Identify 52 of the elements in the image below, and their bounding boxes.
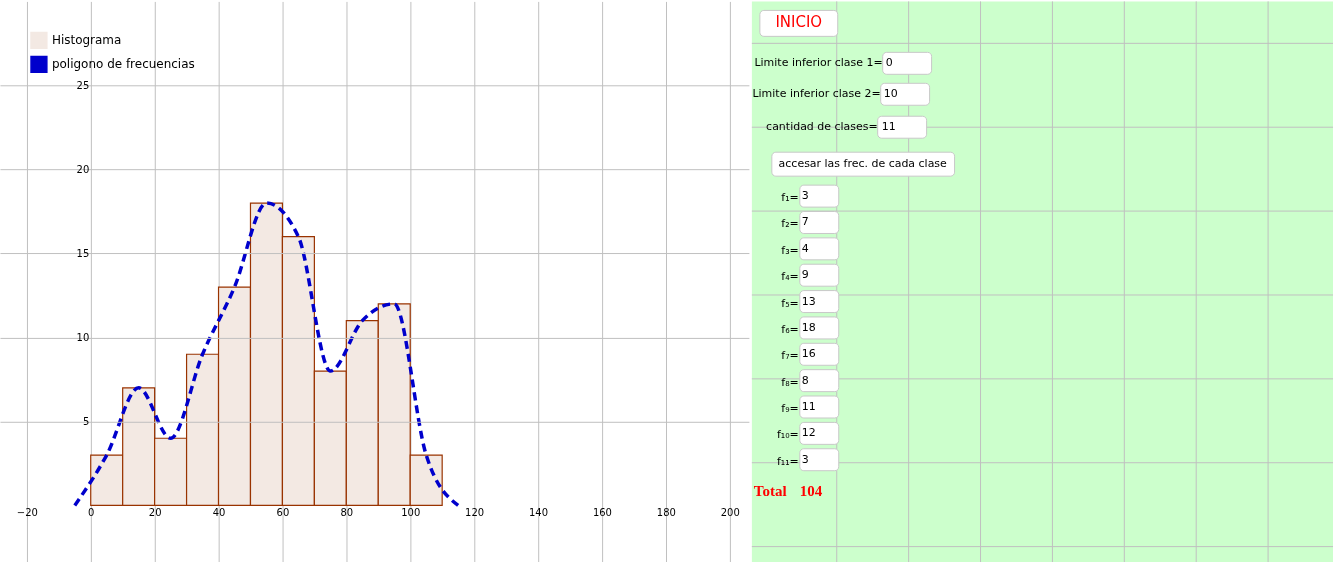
text: f₅=	[781, 296, 799, 310]
text: 8	[801, 373, 809, 387]
text: 0	[885, 56, 893, 70]
y-tick-label: 10	[76, 331, 90, 343]
text: f₇=	[781, 349, 799, 363]
y-tick-label: 25	[76, 79, 90, 91]
y-tick-label: 20	[76, 163, 90, 175]
text: f₁₁=	[776, 454, 799, 468]
text: 18	[801, 320, 816, 334]
line-series	[73, 201, 460, 508]
text: 16	[801, 347, 816, 361]
text: f₁₀=	[776, 428, 799, 442]
text: f₄=	[781, 270, 799, 284]
x-tick-label: 160	[592, 506, 612, 518]
text: 10	[883, 87, 898, 101]
x-tick-label: 60	[276, 506, 290, 518]
x-tick-label: 200	[720, 506, 740, 518]
y-tick-label: 5	[82, 415, 90, 427]
text: Total	[753, 482, 787, 499]
text: Limite inferior clase 1=	[754, 56, 883, 70]
x-tick-label: 0	[88, 506, 95, 518]
legend-label: poligono de frecuencias	[51, 57, 195, 72]
text: 104	[799, 482, 823, 499]
text: f₈=	[781, 375, 799, 389]
text: 4	[801, 241, 809, 255]
text: Limite inferior clase 2=	[752, 87, 881, 101]
x-tick-label: 40	[212, 506, 226, 518]
x-tick-label: 140	[529, 506, 549, 518]
text: 11	[801, 400, 816, 414]
x-tick-label: 80	[340, 506, 354, 518]
text: cantidad de clases=	[766, 120, 878, 134]
text: f₂=	[781, 217, 799, 231]
x-tick-label: 180	[656, 506, 676, 518]
text: f₁=	[781, 191, 799, 205]
x-tick-label: 120	[465, 506, 485, 518]
x-tick-label: 20	[148, 506, 162, 518]
legend-label: Histograma	[51, 33, 122, 48]
text: accesar las frec. de cada clase	[778, 157, 948, 171]
text: f₆=	[781, 322, 799, 336]
text: 3	[801, 452, 809, 466]
text: 12	[801, 426, 816, 440]
text: f₃=	[781, 243, 799, 257]
y-tick-label: 15	[76, 247, 90, 259]
text: 13	[801, 294, 816, 308]
text: 11	[881, 120, 896, 134]
x-tick-label: 100	[401, 506, 421, 518]
text: f₉=	[781, 402, 799, 416]
text: 7	[801, 215, 809, 229]
text: 3	[801, 189, 809, 203]
text: 9	[801, 268, 809, 282]
text: INICIO	[775, 13, 823, 32]
x-tick-label: −20	[16, 506, 38, 518]
